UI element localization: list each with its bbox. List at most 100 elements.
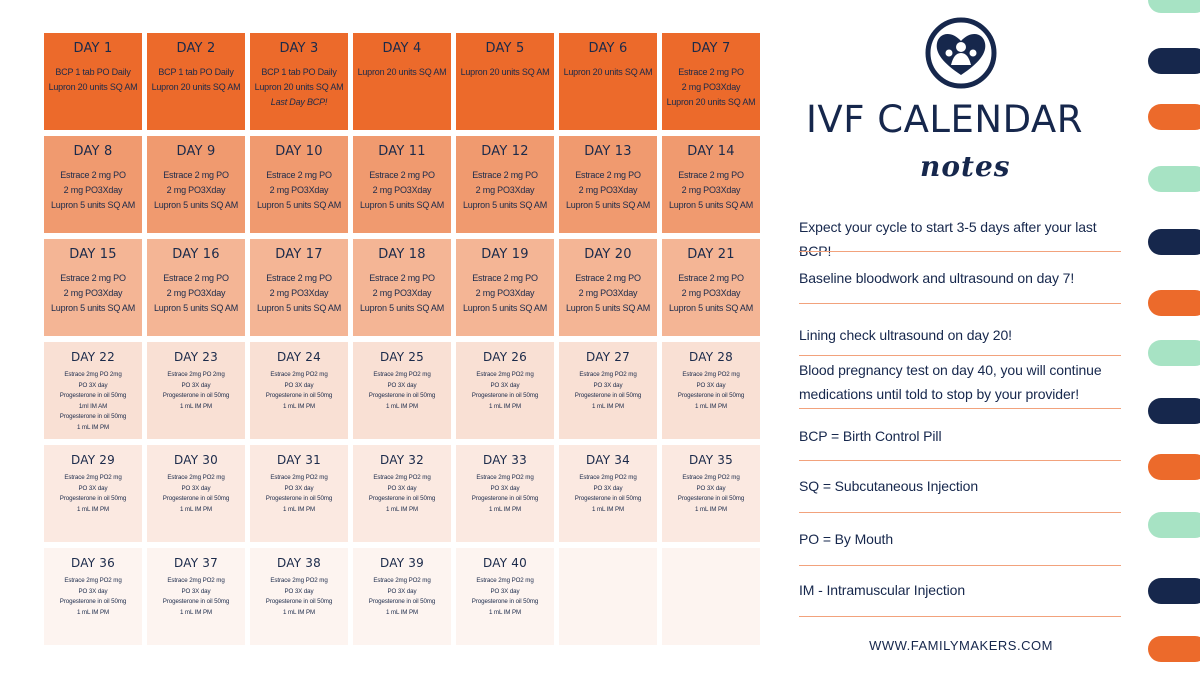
calendar-cell-day-29: DAY 29 Estrace 2mg PO2 mg PO 3X day Progest… (44, 445, 142, 542)
med-instruction: Estrace 2 mg PO (369, 273, 435, 283)
med-instruction: Estrace 2 mg PO (266, 170, 332, 180)
calendar-cell-day-36: DAY 36 Estrace 2mg PO2 mg PO 3X day Progest… (44, 548, 142, 645)
med-instruction: Estrace 2mg PO2 mg (476, 577, 534, 584)
med-instruction: Estrace 2mg PO2 mg (682, 371, 740, 378)
med-instruction: Progesterone in oil 50mg (368, 598, 436, 605)
calendar-cell-day-6: DAY 6 Lupron 20 units SQ AM (559, 33, 657, 130)
med-instruction: Estrace 2 mg PO (163, 170, 229, 180)
med-instruction: PO 3X day (78, 381, 108, 389)
calendar-cell-day-14: DAY 14 Estrace 2 mg PO 2 mg PO3Xday Lupron … (662, 136, 760, 233)
med-instruction: Lupron 20 units SQ AM (460, 67, 550, 77)
calendar-cell-day-27: DAY 27 Estrace 2mg PO2 mg PO 3X day Progest… (559, 342, 657, 439)
med-instruction: 1 mL IM PM (385, 608, 419, 616)
day-label: DAY 13 (584, 144, 632, 159)
day-label: DAY 28 (689, 350, 733, 364)
med-instruction: Estrace 2 mg PO (575, 170, 641, 180)
med-instruction: Lupron 20 units SQ AM (563, 67, 653, 77)
med-instruction: Estrace 2 mg PO (678, 170, 744, 180)
calendar-cell-day-25: DAY 25 Estrace 2mg PO2 mg PO 3X day Progest… (353, 342, 451, 439)
med-instruction: Lupron 5 units SQ AM (50, 303, 136, 313)
med-instruction: BCP 1 tab PO Daily (261, 67, 337, 77)
calendar-cell-day-24: DAY 24 Estrace 2mg PO2 mg PO 3X day Progest… (250, 342, 348, 439)
calendar-cell-day-17: DAY 17 Estrace 2 mg PO 2 mg PO3Xday Lupron … (250, 239, 348, 336)
med-instruction: PO 3X day (593, 484, 623, 492)
calendar-cell-day-19: DAY 19 Estrace 2 mg PO 2 mg PO3Xday Lupron … (456, 239, 554, 336)
calendar-cell-day-21: DAY 21 Estrace 2 mg PO 2 mg PO3Xday Lupron … (662, 239, 760, 336)
med-instruction: Progesterone in oil 50mg (59, 392, 127, 399)
day-label: DAY 22 (71, 350, 115, 364)
day-label: DAY 34 (586, 453, 630, 467)
calendar-cell-day-37: DAY 37 Estrace 2mg PO2 mg PO 3X day Progest… (147, 548, 245, 645)
med-instruction: Estrace 2mg PO2 mg (373, 371, 431, 378)
note-divider (799, 355, 1121, 356)
decor-stripe (1148, 398, 1200, 424)
med-instruction: Estrace 2 mg PO (369, 170, 435, 180)
med-instruction: Progesterone in oil 50mg (162, 392, 230, 399)
med-instruction: Progesterone in oil 50mg (368, 392, 436, 399)
calendar-cell-day-2: DAY 2 BCP 1 tab PO Daily Lupron 20 units S… (147, 33, 245, 130)
calendar-cell-day-30: DAY 30 Estrace 2mg PO2 mg PO 3X day Progest… (147, 445, 245, 542)
med-instruction: Estrace 2mg PO2 mg (373, 474, 431, 481)
day-label: DAY 7 (691, 41, 731, 56)
calendar-cell-day-26: DAY 26 Estrace 2mg PO2 mg PO 3X day Progest… (456, 342, 554, 439)
calendar-cell-day-13: DAY 13 Estrace 2 mg PO 2 mg PO3Xday Lupron … (559, 136, 657, 233)
decor-stripe (1148, 340, 1200, 366)
med-instruction: Lupron 20 units SQ AM (48, 82, 138, 92)
day-label: DAY 31 (277, 453, 321, 467)
med-instruction: Estrace 2mg PO 2mg (64, 371, 122, 378)
med-instruction: 1 mL IM PM (179, 505, 213, 513)
calendar-cell-day-8: DAY 8 Estrace 2 mg PO 2 mg PO3Xday Lupron 5… (44, 136, 142, 233)
calendar-grid: DAY 1 BCP 1 tab PO Daily Lupron 20 units S… (44, 33, 760, 645)
calendar-cell-day-3: DAY 3 BCP 1 tab PO Daily Lupron 20 units S… (250, 33, 348, 130)
day-label: DAY 9 (176, 144, 216, 159)
med-instruction: Estrace 2 mg PO (60, 170, 126, 180)
page-title: IVF CALENDAR (806, 98, 1083, 141)
note-item: Expect your cycle to start 3-5 days afte… (799, 219, 1097, 259)
med-instruction: PO 3X day (490, 381, 520, 389)
med-instruction: Progesterone in oil 50mg (162, 495, 230, 502)
website-link[interactable]: WWW.FAMILYMAKERS.COM (869, 638, 1053, 653)
calendar-cell-day-39: DAY 39 Estrace 2mg PO2 mg PO 3X day Progest… (353, 548, 451, 645)
med-instruction: 2 mg PO3Xday (372, 185, 432, 195)
day-label: DAY 11 (378, 144, 426, 159)
med-instruction: PO 3X day (696, 484, 726, 492)
med-instruction: Estrace 2mg PO2 mg (64, 474, 122, 481)
med-instruction: 2 mg PO3Xday (166, 185, 226, 195)
note-item: IM - Intramuscular Injection (799, 582, 966, 598)
med-instruction: Estrace 2 mg PO (60, 273, 126, 283)
med-instruction: Lupron 5 units SQ AM (153, 200, 239, 210)
day-label: DAY 30 (174, 453, 218, 467)
med-instruction: PO 3X day (181, 484, 211, 492)
med-instruction: 1 mL IM PM (282, 402, 316, 410)
decor-stripe (1148, 636, 1200, 662)
med-instruction: PO 3X day (490, 484, 520, 492)
calendar-cell-day-5: DAY 5 Lupron 20 units SQ AM (456, 33, 554, 130)
med-instruction: PO 3X day (181, 381, 211, 389)
med-instruction: 1 mL IM PM (385, 402, 419, 410)
decor-stripe (1148, 290, 1200, 316)
med-instruction: 2 mg PO3Xday (475, 288, 535, 298)
decor-stripe (1148, 104, 1200, 130)
med-instruction: Progesterone in oil 50mg (265, 495, 333, 502)
med-instruction: PO 3X day (181, 587, 211, 595)
med-instruction: Estrace 2 mg PO (472, 170, 538, 180)
med-instruction: 1 mL IM PM (76, 423, 110, 431)
med-instruction: PO 3X day (696, 381, 726, 389)
note-item: PO = By Mouth (799, 531, 894, 547)
heart-family-icon (925, 17, 997, 89)
note-divider (799, 251, 1121, 252)
med-instruction: Lupron 5 units SQ AM (153, 303, 239, 313)
med-instruction: Estrace 2mg PO2 mg (476, 371, 534, 378)
med-instruction: 1 mL IM PM (694, 402, 728, 410)
med-instruction: 1 mL IM PM (488, 608, 522, 616)
day-label: DAY 27 (586, 350, 630, 364)
med-instruction: Progesterone in oil 50mg (471, 598, 539, 605)
med-instruction: PO 3X day (387, 587, 417, 595)
med-instruction: 2 mg PO3Xday (681, 185, 741, 195)
med-instruction: Progesterone in oil 50mg (265, 598, 333, 605)
decor-stripe (1148, 166, 1200, 192)
med-instruction: PO 3X day (387, 381, 417, 389)
day-label: DAY 18 (378, 247, 426, 262)
med-instruction: PO 3X day (387, 484, 417, 492)
calendar-cell-day-12: DAY 12 Estrace 2 mg PO 2 mg PO3Xday Lupron … (456, 136, 554, 233)
